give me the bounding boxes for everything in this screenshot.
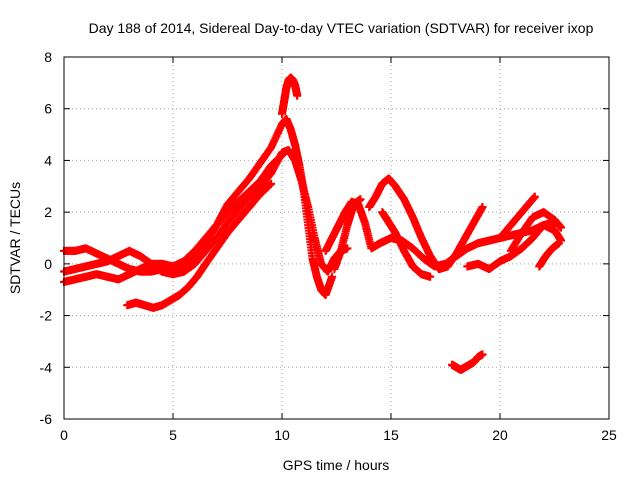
x-tick-label: 15: [383, 427, 399, 443]
y-axis-label: SDTVAR / TECUs: [7, 182, 23, 294]
data-point: [478, 202, 487, 211]
x-axis-label: GPS time / hours: [283, 457, 390, 473]
data-point: [328, 272, 337, 281]
data-points: [60, 73, 566, 374]
plot-frame: [63, 56, 610, 420]
x-tick-label: 0: [60, 427, 68, 443]
series-arc-10: [448, 350, 487, 374]
series-arc-3: [60, 151, 286, 286]
data-point: [356, 195, 365, 204]
series-arc-4: [123, 179, 276, 312]
series-arc-8: [365, 174, 487, 274]
y-tick-label: 6: [44, 101, 52, 117]
x-tick-label: 25: [601, 427, 617, 443]
x-tick-label: 5: [169, 427, 177, 443]
y-tick-label: 2: [44, 204, 52, 220]
series-arc-13: [496, 192, 539, 242]
y-tick-label: 4: [44, 152, 52, 168]
y-tick-label: -6: [40, 411, 53, 427]
data-point: [478, 350, 487, 359]
y-tick-label: -2: [40, 308, 53, 324]
data-point: [554, 239, 563, 248]
data-point: [426, 272, 435, 281]
axis-ticks: 0 5 10 15 20 25 -6 -4 -2 0 2 4 6 8: [40, 49, 617, 443]
y-tick-label: 0: [44, 256, 52, 272]
y-tick-label: -4: [40, 359, 53, 375]
data-point: [278, 151, 286, 160]
data-point: [267, 179, 276, 188]
x-tick-label: 10: [274, 427, 290, 443]
data-point: [557, 223, 566, 232]
series-arc-5: [278, 73, 302, 118]
x-tick-label: 20: [492, 427, 508, 443]
series-arc-9: [378, 208, 435, 281]
data-point: [530, 192, 539, 201]
data-point: [293, 91, 302, 100]
chart-title: Day 188 of 2014, Sidereal Day-to-day VTE…: [89, 20, 594, 36]
y-tick-label: 8: [44, 49, 52, 65]
series-arc-12: [506, 208, 566, 255]
grid: [64, 57, 609, 419]
series-arc-7: [330, 195, 365, 274]
series-arc-14: [535, 239, 563, 271]
